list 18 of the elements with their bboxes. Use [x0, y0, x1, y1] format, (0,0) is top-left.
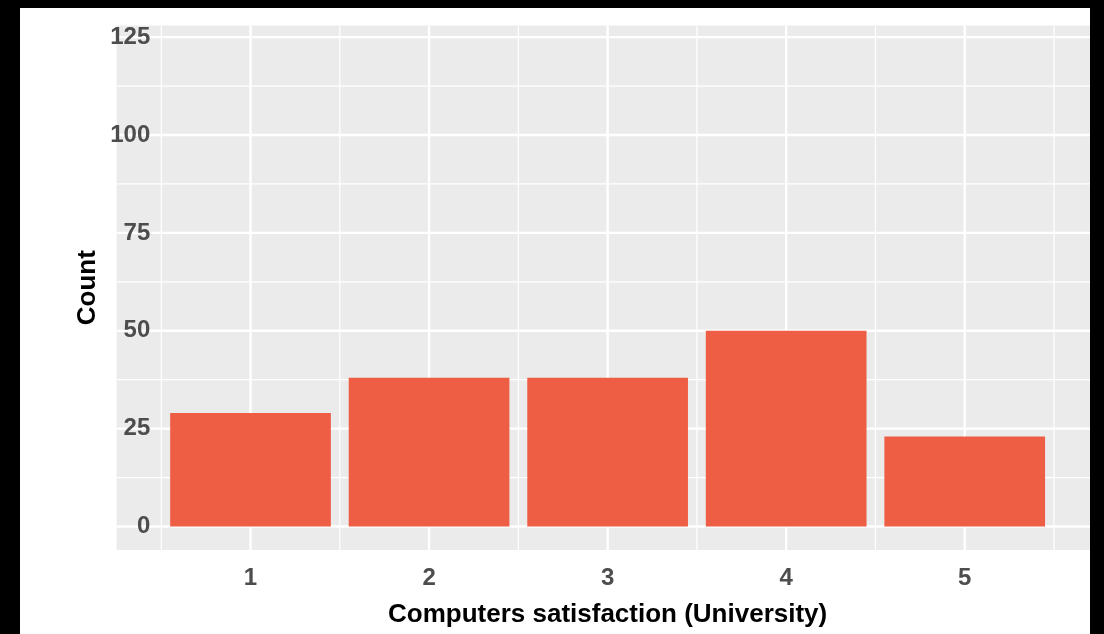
bar — [527, 377, 688, 527]
y-tick-label: 100 — [110, 119, 151, 147]
y-tick-label: 50 — [123, 315, 151, 343]
y-tick-label: 0 — [136, 511, 151, 539]
y-tick-label: 75 — [123, 217, 151, 245]
x-tick-label: 5 — [958, 563, 972, 591]
x-axis-title: Computers satisfaction (University) — [388, 597, 828, 628]
y-axis-title: Count — [70, 249, 101, 326]
y-tick-label: 25 — [123, 413, 151, 441]
x-tick-label: 4 — [779, 563, 794, 591]
x-tick-label: 3 — [600, 563, 615, 591]
bar — [348, 377, 510, 527]
y-tick-label: 125 — [110, 21, 151, 49]
bar — [884, 436, 1046, 527]
bar — [705, 330, 867, 527]
bar — [170, 412, 331, 527]
x-tick-label: 1 — [243, 563, 258, 591]
x-tick-label: 2 — [422, 563, 436, 591]
